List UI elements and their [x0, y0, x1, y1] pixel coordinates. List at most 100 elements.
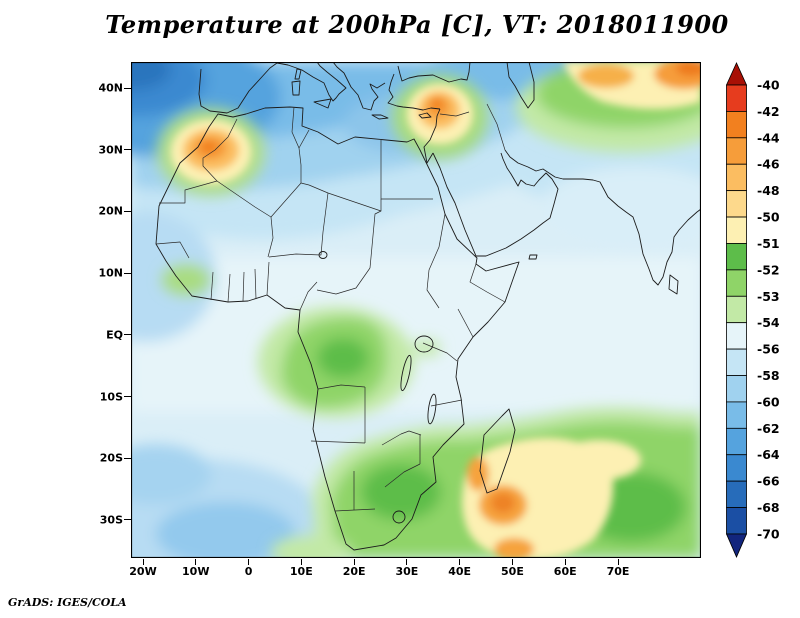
colorbar-label: -40	[757, 78, 780, 93]
colorbar-cell	[726, 163, 747, 192]
colorbar-label: -46	[757, 157, 780, 172]
sri-lanka-coast	[668, 274, 679, 295]
y-tick-label: 30S	[99, 513, 123, 527]
colorbar-label: -50	[757, 210, 780, 225]
europe-coast	[198, 62, 347, 114]
y-tick-label: 10N	[98, 266, 123, 280]
x-tick-mark	[248, 559, 250, 565]
x-tick-mark	[406, 559, 408, 565]
warm-anomaly-madagascar	[462, 437, 641, 558]
colorbar-cell	[726, 507, 747, 535]
iran-india-coast	[504, 149, 701, 286]
x-tick-label: 20W	[129, 565, 157, 578]
colorbar-label: -62	[757, 421, 780, 436]
colorbar-label: -64	[757, 447, 780, 462]
colorbar-cell	[726, 375, 747, 403]
country-borders	[155, 103, 506, 512]
x-tick-mark	[195, 559, 197, 565]
sardinia-coast	[291, 80, 301, 96]
y-tick-mark	[124, 149, 131, 151]
y-tick-label: 40N	[98, 81, 123, 95]
colorbar-label: -42	[757, 104, 780, 119]
y-tick-label: 30N	[98, 143, 123, 157]
colorbar-label: -51	[757, 236, 780, 251]
y-tick-label: 20N	[98, 204, 123, 218]
y-tick-mark	[124, 396, 131, 398]
colorbar: -40 -42 -44 -46 -48 -50 -51 -52 -53 -54 -56 -58 -60 -…	[725, 62, 800, 558]
y-tick-mark	[124, 210, 131, 212]
colorbar-cell	[726, 348, 747, 376]
colorbar-graphic: -40 -42 -44 -46 -48 -50 -51 -52 -53 -54 -56 -58 -60 -…	[725, 62, 780, 558]
x-tick-mark	[300, 559, 302, 565]
colorbar-cell	[726, 427, 747, 456]
colorbar-cell	[726, 111, 747, 139]
madagascar-coast	[479, 408, 516, 494]
colorbar-label: -52	[757, 262, 780, 277]
colorbar-cell	[726, 216, 747, 244]
black-sea-coast	[397, 62, 471, 83]
colorbar-cell	[726, 401, 747, 429]
credit-text: GrADS: IGES/COLA	[8, 596, 127, 609]
levant-sinai-coast	[423, 108, 441, 164]
x-tick-mark	[459, 559, 461, 565]
warm-anomaly-morocco	[171, 120, 251, 184]
colorbar-cell	[726, 322, 747, 350]
x-tick-label: 20E	[342, 565, 366, 578]
map-frame	[131, 62, 701, 558]
colorbar-cell	[726, 480, 747, 508]
chart-title: Temperature at 200hPa [C], VT: 201801190…	[105, 10, 729, 39]
y-tick-mark	[124, 519, 131, 521]
x-tick-label: 30E	[395, 565, 419, 578]
colorbar-label: -58	[757, 368, 780, 383]
colorbar-arrow-above	[725, 62, 748, 86]
colorbar-label: -54	[757, 315, 780, 330]
warm-anomalies	[171, 62, 701, 558]
lake-tanganyika	[400, 354, 412, 392]
colorbar-cell	[726, 269, 747, 297]
colorbar-label: -70	[757, 526, 780, 541]
x-tick-mark	[564, 559, 566, 565]
colorbar-label: -48	[757, 183, 780, 198]
turkey-coast	[387, 73, 441, 111]
coastlines	[155, 62, 701, 551]
y-tick-label: 20S	[99, 451, 123, 465]
balkans-greece-coast	[332, 62, 386, 111]
colorbar-label: -44	[757, 130, 780, 145]
colorbar-cell	[726, 190, 747, 218]
colorbar-label: -60	[757, 394, 780, 409]
colorbar-label: -68	[757, 500, 780, 515]
y-tick-label: EQ	[106, 328, 123, 342]
colorbar-arrow-below	[725, 533, 748, 558]
lake-malawi	[427, 393, 437, 425]
colorbar-cell	[726, 295, 747, 324]
x-tick-label: 50E	[501, 565, 524, 578]
arabia-coast	[432, 152, 559, 257]
lesotho-border	[392, 510, 406, 524]
x-tick-mark	[142, 559, 144, 565]
y-tick-mark	[124, 457, 131, 459]
x-tick-label: 10E	[289, 565, 313, 578]
colorbar-label: -66	[757, 474, 780, 489]
africa-coast	[155, 106, 520, 551]
colorbar-cell	[726, 84, 747, 112]
sicily-coast	[313, 98, 332, 109]
cyprus-coast	[418, 112, 432, 119]
colorbar-cell	[726, 243, 747, 271]
warm-anomaly-northeast-corner	[563, 62, 701, 109]
lake-victoria	[414, 335, 434, 353]
colorbar-cell	[726, 137, 747, 165]
y-tick-mark	[124, 334, 131, 336]
x-tick-label: 10W	[182, 565, 210, 578]
x-tick-label: 60E	[553, 565, 577, 578]
colorbar-label: -56	[757, 342, 780, 357]
x-tick-mark	[511, 559, 513, 565]
africa-map	[131, 62, 701, 558]
x-tick-label: 40E	[448, 565, 472, 578]
socotra-coast	[528, 254, 538, 260]
x-tick-label: 0	[244, 565, 253, 578]
y-tick-label: 10S	[99, 390, 123, 404]
y-tick-mark	[124, 272, 131, 274]
x-tick-mark	[617, 559, 619, 565]
colorbar-cell	[726, 454, 747, 482]
